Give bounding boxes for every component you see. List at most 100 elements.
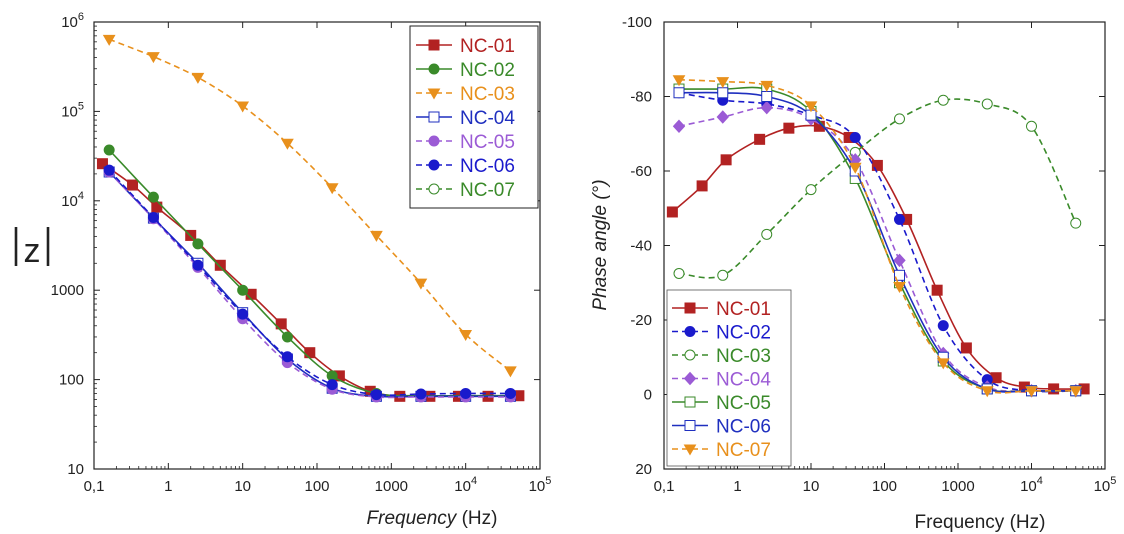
right-data-point bbox=[1025, 386, 1038, 398]
left-legend-label: NC-05 bbox=[460, 132, 515, 153]
right-y-tick-label: -40 bbox=[630, 238, 652, 255]
right-data-point bbox=[894, 269, 906, 281]
left-data-point bbox=[127, 179, 139, 191]
left-data-point bbox=[236, 101, 250, 113]
right-data-point bbox=[981, 98, 993, 110]
left-data-point bbox=[504, 366, 517, 378]
right-series-nc-01 bbox=[666, 120, 1090, 395]
left-x-tick-label: 104 bbox=[454, 475, 477, 495]
left-x-tick-label: 10 bbox=[234, 478, 251, 495]
left-data-point bbox=[192, 238, 204, 250]
right-data-point bbox=[1026, 120, 1037, 132]
right-data-point bbox=[672, 75, 686, 87]
left-legend-label: NC-04 bbox=[460, 108, 515, 129]
right-data-point bbox=[893, 281, 906, 293]
left-series-line bbox=[108, 38, 511, 372]
right-legend-label: NC-04 bbox=[716, 370, 771, 391]
left-legend: NC-01 NC-02 NC-03 NC-04 NC-05 NC-06 NC-07 bbox=[409, 25, 539, 209]
left-x-axis-label: Frequency (Hz) bbox=[367, 508, 498, 529]
left-y-tick-label: 10 bbox=[67, 461, 84, 478]
right-data-point bbox=[960, 342, 972, 354]
left-series-line bbox=[108, 171, 511, 399]
left-data-point bbox=[237, 284, 249, 296]
left-legend-marker bbox=[428, 183, 440, 195]
left-data-point bbox=[370, 389, 382, 401]
right-y-axis-label: Phase angle (°) bbox=[590, 179, 611, 310]
right-series-line bbox=[678, 98, 1077, 279]
right-data-point bbox=[894, 113, 906, 125]
left-data-point bbox=[326, 379, 338, 391]
right-legend-entry: NC-03 bbox=[672, 346, 771, 367]
left-legend-entry: NC-05 bbox=[416, 132, 515, 153]
right-data-point bbox=[893, 253, 906, 268]
right-data-point bbox=[1070, 217, 1082, 229]
left-legend-entry: NC-02 bbox=[416, 60, 515, 81]
right-series-line bbox=[678, 91, 1076, 393]
left-data-point bbox=[191, 72, 205, 84]
left-legend-entry: NC-04 bbox=[416, 108, 515, 129]
right-data-point bbox=[717, 87, 729, 99]
right-legend-label: NC-05 bbox=[716, 393, 771, 414]
left-data-point bbox=[151, 201, 163, 213]
right-legend-label: NC-02 bbox=[716, 323, 771, 344]
right-y-tick-label: -20 bbox=[630, 312, 652, 329]
right-x-tick-label: 10 bbox=[803, 478, 820, 495]
right-data-point bbox=[717, 269, 729, 281]
right-data-point bbox=[1048, 383, 1060, 395]
right-data-point bbox=[931, 284, 943, 296]
right-plot-ticks: 0,1 1 10 100 1000 104 105 -100 -80 -60 -40 -20 0 20 bbox=[622, 14, 1116, 495]
left-data-point bbox=[281, 331, 293, 343]
left-x-tick-label: 1000 bbox=[375, 478, 408, 495]
right-legend-label: NC-01 bbox=[716, 299, 771, 320]
right-legend-marker bbox=[684, 396, 696, 408]
left-series-line bbox=[108, 169, 511, 396]
left-data-point bbox=[415, 388, 427, 400]
left-data-point bbox=[414, 278, 428, 290]
right-legend-marker bbox=[683, 371, 697, 386]
left-x-axis-label-unit: (Hz) bbox=[456, 508, 497, 529]
right-data-point bbox=[936, 358, 950, 370]
left-data-point bbox=[275, 318, 287, 330]
right-data-point bbox=[937, 94, 949, 106]
right-series-line bbox=[678, 78, 1076, 394]
right-data-point bbox=[937, 320, 949, 332]
right-legend-label: NC-03 bbox=[716, 346, 771, 367]
left-legend-label: NC-01 bbox=[460, 36, 515, 57]
left-data-point bbox=[237, 308, 249, 320]
right-legend-entry: NC-02 bbox=[672, 323, 771, 344]
right-data-point bbox=[760, 100, 773, 115]
right-series-nc-03 bbox=[673, 94, 1082, 281]
left-legend-entry: NC-03 bbox=[416, 84, 515, 105]
left-data-point bbox=[460, 387, 472, 399]
left-y-tick-label: 106 bbox=[61, 11, 84, 31]
right-y-tick-label: 20 bbox=[635, 461, 652, 478]
left-legend-label: NC-07 bbox=[460, 180, 515, 201]
left-series-nc-06 bbox=[103, 164, 516, 401]
left-data-point bbox=[147, 191, 159, 203]
left-data-point bbox=[281, 138, 294, 150]
left-legend-marker bbox=[428, 159, 440, 171]
right-series-line bbox=[678, 92, 1076, 393]
right-x-tick-label: 0,1 bbox=[654, 478, 675, 495]
left-data-point bbox=[103, 164, 115, 176]
right-x-tick-label: 105 bbox=[1094, 475, 1117, 495]
right-legend-entry: NC-06 bbox=[672, 417, 771, 438]
left-plot-series bbox=[96, 34, 525, 403]
left-y-axis-label: z bbox=[14, 227, 50, 270]
right-data-point bbox=[760, 80, 774, 92]
left-data-point bbox=[96, 158, 108, 170]
right-y-tick-label: 0 bbox=[644, 387, 652, 404]
right-y-tick-label: -100 bbox=[622, 14, 652, 31]
left-legend-marker bbox=[428, 63, 440, 75]
right-data-point bbox=[761, 91, 773, 102]
right-data-point bbox=[849, 131, 861, 143]
left-legend-label: NC-03 bbox=[460, 84, 515, 105]
left-data-point bbox=[459, 329, 473, 341]
left-legend-marker bbox=[427, 88, 441, 100]
left-legend-entry: NC-06 bbox=[416, 156, 515, 177]
left-data-point bbox=[192, 259, 204, 271]
left-x-tick-label: 100 bbox=[304, 478, 329, 495]
right-data-point bbox=[805, 184, 817, 196]
right-legend-label: NC-07 bbox=[716, 440, 771, 461]
